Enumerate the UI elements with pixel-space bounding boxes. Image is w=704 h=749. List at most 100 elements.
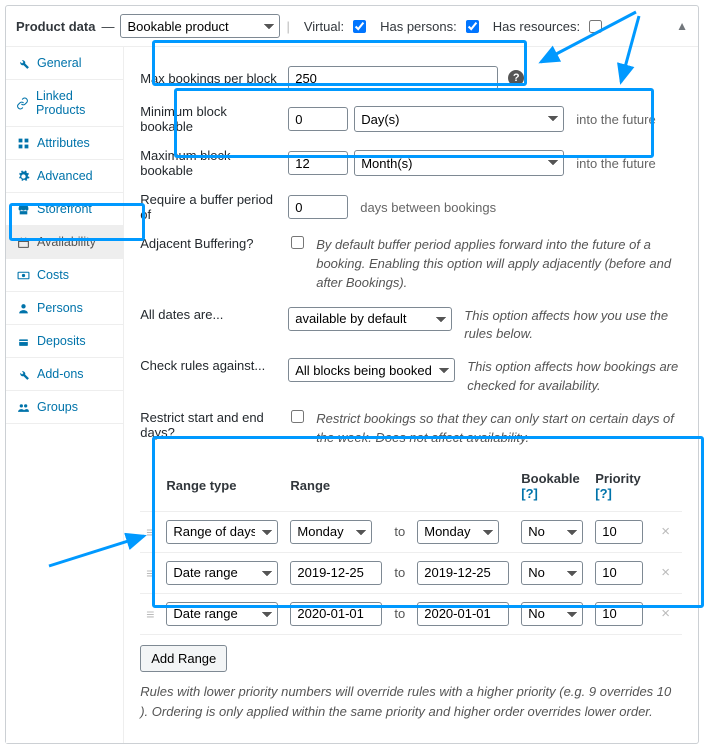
range-to-input[interactable] <box>417 602 509 626</box>
sidebar-item-deposits[interactable]: Deposits <box>6 325 123 358</box>
range-from-input[interactable] <box>290 561 382 585</box>
rules-footnote: Rules with lower priority numbers will o… <box>140 682 682 724</box>
panel-header: Product data — Bookable product | Virtua… <box>6 6 698 47</box>
delete-row-icon[interactable]: × <box>655 523 676 540</box>
sidebar-item-attributes[interactable]: Attributes <box>6 127 123 160</box>
has-resources-checkbox[interactable] <box>589 20 602 33</box>
calendar-icon <box>16 235 30 249</box>
th-bookable: Bookable [?] <box>515 461 589 512</box>
storefront-icon <box>16 202 30 216</box>
bookable-select[interactable]: No <box>521 520 583 544</box>
sidebar-item-add-ons[interactable]: Add-ons <box>6 358 123 391</box>
deposit-icon <box>16 334 30 348</box>
bookable-select[interactable]: No <box>521 561 583 585</box>
sidebar-item-label: Storefront <box>37 202 92 216</box>
priority-input[interactable] <box>595 561 643 585</box>
sidebar-item-storefront[interactable]: Storefront <box>6 193 123 226</box>
max-bookings-label: Max bookings per block <box>140 71 282 86</box>
checkrules-label: Check rules against... <box>140 358 282 373</box>
checkrules-desc: This option affects how bookings are che… <box>467 358 682 396</box>
availability-rules-table: Range type Range Bookable [?] Priority [… <box>140 461 682 635</box>
buffer-value-input[interactable] <box>288 195 348 219</box>
delete-row-icon[interactable]: × <box>655 605 676 622</box>
wrench-icon <box>16 56 30 70</box>
restrict-label: Restrict start and end days? <box>140 410 282 440</box>
priority-help-link[interactable]: [?] <box>595 486 612 501</box>
range-from-input[interactable] <box>290 602 382 626</box>
drag-handle-icon[interactable]: ≡ <box>146 524 154 540</box>
alldates-select[interactable]: available by default <box>288 307 452 331</box>
collapse-toggle-icon[interactable]: ▲ <box>676 19 688 33</box>
has-persons-label: Has persons: <box>380 19 457 34</box>
range-to-label: to <box>388 511 411 552</box>
min-block-label: Minimum block bookable <box>140 104 282 134</box>
checkrules-select[interactable]: All blocks being booked <box>288 358 455 382</box>
max-block-value-input[interactable] <box>288 151 348 175</box>
vertical-divider: | <box>286 19 289 34</box>
range-type-select[interactable]: Range of days <box>166 520 278 544</box>
sidebar-item-groups[interactable]: Groups <box>6 391 123 424</box>
delete-row-icon[interactable]: × <box>655 564 676 581</box>
help-icon[interactable]: ? <box>508 70 524 86</box>
min-block-unit-select[interactable]: Day(s) <box>354 106 564 132</box>
max-bookings-input[interactable] <box>288 66 498 90</box>
person-icon <box>16 301 30 315</box>
th-range-type: Range type <box>160 461 284 512</box>
restrict-desc: Restrict bookings so that they can only … <box>316 410 682 448</box>
availability-content: Max bookings per block ? Minimum block b… <box>124 47 698 743</box>
link-icon <box>16 96 29 110</box>
sidebar-item-advanced[interactable]: Advanced <box>6 160 123 193</box>
drag-handle-icon[interactable]: ≡ <box>146 606 154 622</box>
into-future-1: into the future <box>576 112 656 127</box>
virtual-label: Virtual: <box>304 19 344 34</box>
buffer-label: Require a buffer period of <box>140 192 282 222</box>
sidebar-item-label: General <box>37 56 81 70</box>
virtual-checkbox[interactable] <box>353 20 366 33</box>
sidebar-item-label: Persons <box>37 301 83 315</box>
has-persons-checkbox[interactable] <box>466 20 479 33</box>
range-type-select[interactable]: Date range <box>166 602 278 626</box>
restrict-checkbox[interactable] <box>291 410 304 423</box>
bookable-select[interactable]: No <box>521 602 583 626</box>
sidebar-item-label: Groups <box>37 400 78 414</box>
sidebar-item-linked-products[interactable]: Linked Products <box>6 80 123 127</box>
range-from-select[interactable]: Monday <box>290 520 372 544</box>
wrench-icon <box>16 367 30 381</box>
product-data-panel: Product data — Bookable product | Virtua… <box>5 5 699 744</box>
priority-input[interactable] <box>595 520 643 544</box>
sidebar-item-label: Advanced <box>37 169 93 183</box>
sidebar-item-persons[interactable]: Persons <box>6 292 123 325</box>
product-type-select[interactable]: Bookable product <box>120 14 280 38</box>
adjacent-label: Adjacent Buffering? <box>140 236 282 251</box>
range-type-select[interactable]: Date range <box>166 561 278 585</box>
bookable-help-link[interactable]: [?] <box>521 486 538 501</box>
table-row: ≡ Date range to No × <box>140 552 682 593</box>
adjacent-desc: By default buffer period applies forward… <box>316 236 682 293</box>
max-block-unit-select[interactable]: Month(s) <box>354 150 564 176</box>
adjacent-checkbox[interactable] <box>291 236 304 249</box>
sidebar-item-costs[interactable]: Costs <box>6 259 123 292</box>
min-block-value-input[interactable] <box>288 107 348 131</box>
priority-input[interactable] <box>595 602 643 626</box>
sidebar-item-availability[interactable]: Availability <box>6 226 123 259</box>
range-to-input[interactable] <box>417 561 509 585</box>
table-row: ≡Range of daysMondaytoMondayNo× <box>140 511 682 552</box>
table-row: ≡ Date range to No × <box>140 593 682 634</box>
range-to-select[interactable]: Monday <box>417 520 499 544</box>
sidebar-item-label: Availability <box>37 235 96 249</box>
into-future-2: into the future <box>576 156 656 171</box>
th-priority: Priority [?] <box>589 461 649 512</box>
alldates-label: All dates are... <box>140 307 282 322</box>
panel-title-dash: — <box>101 19 114 34</box>
sidebar-item-general[interactable]: General <box>6 47 123 80</box>
has-resources-label: Has resources: <box>493 19 580 34</box>
drag-handle-icon[interactable]: ≡ <box>146 565 154 581</box>
range-to-label: to <box>388 593 411 634</box>
max-block-label: Maximum block bookable <box>140 148 282 178</box>
range-to-label: to <box>388 552 411 593</box>
panel-title-prefix: Product data <box>16 19 95 34</box>
th-range: Range <box>284 461 515 512</box>
sidebar-item-label: Linked Products <box>36 89 113 117</box>
buffer-suffix: days between bookings <box>360 200 496 215</box>
add-range-button[interactable]: Add Range <box>140 645 227 672</box>
